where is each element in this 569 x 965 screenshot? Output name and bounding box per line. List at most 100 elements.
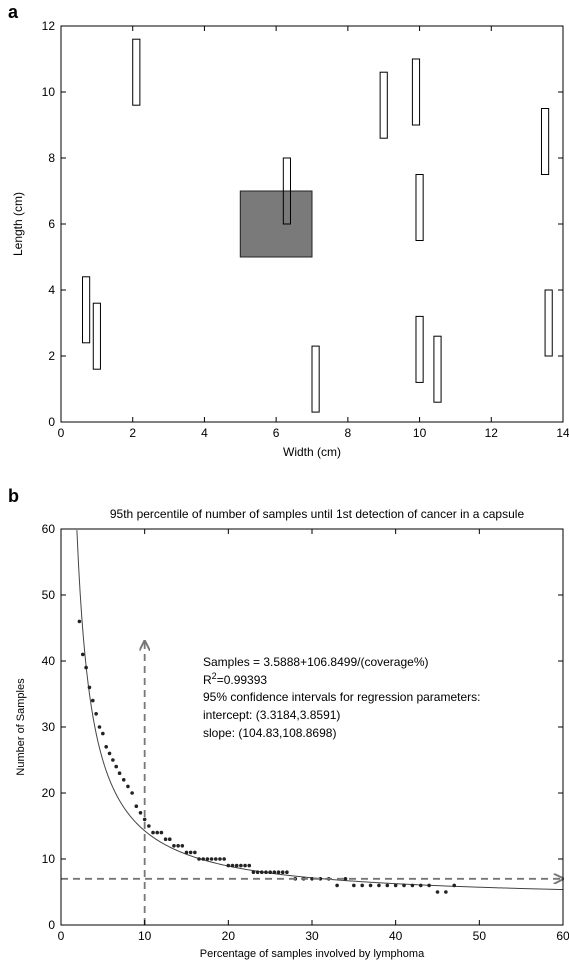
panel-a-y-tick-label: 2 [48,349,55,363]
data-point [193,850,197,855]
panel-b-y-axis-label: Number of Samples [15,678,27,776]
data-point [452,883,457,888]
panel-b-y-tick-label: 40 [42,654,56,668]
data-point [87,685,92,690]
panel-a-x-tick-label: 10 [413,426,427,440]
data-point [77,619,82,624]
data-point [167,837,172,841]
panel-a-x-tick-label: 4 [201,426,208,440]
tissue-capsule [415,315,424,383]
data-point [180,844,185,848]
panel-a-x-tick-label: 6 [273,426,280,440]
data-point [251,870,256,874]
data-point [268,870,272,874]
data-point [117,771,122,775]
panel-a-x-tick-label: 0 [58,426,65,440]
data-point [197,857,201,861]
data-point [107,751,112,756]
data-point [130,791,134,795]
data-point [90,698,95,703]
tissue-capsule [92,302,101,370]
data-point [385,883,390,888]
data-point [427,883,431,888]
data-point [352,883,356,888]
data-point [159,830,164,835]
data-point [272,870,277,874]
data-point [97,725,102,729]
tissue-capsule [132,38,141,106]
data-point [410,883,415,888]
data-point [213,857,218,861]
panel-b-y-tick-label: 0 [48,918,55,932]
data-point [176,844,180,848]
panel-b-x-tick-label: 50 [473,929,487,943]
data-point [121,778,126,782]
panel-a-y-axis-label: Length (cm) [11,192,25,256]
panel-a-y-tick-label: 0 [48,415,55,429]
data-point [104,745,108,749]
panel-b-title: 95th percentile of number of samples unt… [110,507,525,521]
panel-b-x-tick-label: 40 [389,929,403,943]
data-point [134,804,139,808]
tissue-capsule [282,157,291,225]
data-point [343,877,348,881]
data-point [285,870,289,874]
panel-a-y-tick-label: 12 [42,19,56,33]
panel-b-y-tick-label: 60 [42,522,56,536]
data-point [360,883,365,888]
tissue-capsule [411,58,421,126]
data-point [155,830,160,835]
panel-a-ticks: 0 2 4 6 8 10 12 14 0 2 4 6 8 10 12 [42,19,569,440]
data-point [201,857,206,861]
panel-b-x-axis-label: Percentage of samples involved by lympho… [200,948,425,960]
data-point [393,883,398,888]
data-point [101,731,105,736]
panel-b-y-tick-label: 30 [42,720,56,734]
data-point [402,883,406,888]
panel-b-x-tick-label: 10 [138,929,152,943]
panel-b-plot [61,530,563,925]
panel-a-y-tick-label: 10 [42,85,56,99]
data-point [114,764,119,769]
panel-b-y-tick-label: 50 [42,588,56,602]
data-point [94,712,98,716]
panel-a-y-tick-label: 4 [48,283,55,297]
panel-b-ticks: 0 10 20 30 40 50 60 0 10 20 30 40 50 60 [42,522,569,943]
data-point [276,870,281,874]
data-point [230,863,235,868]
data-point [163,837,168,841]
tissue-capsule [379,71,388,139]
data-point [126,784,130,789]
panel-a-y-tick-label: 8 [48,151,55,165]
data-point [80,652,85,657]
regression-annotation: Samples = 3.5888+106.8499/(coverage%) R2… [203,655,480,740]
tissue-capsule [415,174,424,241]
panel-b-x-tick-label: 60 [556,929,569,943]
panel-a-x-tick-label: 14 [556,426,569,440]
panel-a-x-tick-label: 12 [485,426,499,440]
panel-a-y-tick-label: 6 [48,217,55,231]
data-point [172,844,176,848]
data-point [247,863,252,868]
data-point [111,758,115,762]
data-point [188,850,193,855]
data-point [260,870,264,874]
data-point [264,870,268,874]
panel-b-letter: b [8,486,19,506]
tissue-capsule [82,276,91,344]
data-point [147,824,151,828]
data-point [151,830,155,835]
data-point [209,857,214,861]
tissue-capsule [311,345,320,413]
annotation-equation: Samples = 3.5888+106.8499/(coverage%) [203,655,429,669]
data-point [138,811,143,815]
panel-a-letter: a [8,2,19,22]
annotation-intercept-ci: intercept: (3.3184,3.8591) [203,708,340,722]
data-point [226,863,231,868]
data-point [310,877,314,881]
tissue-capsule [433,335,442,403]
data-point [255,870,260,874]
data-point [218,857,222,861]
tissue-capsule [544,289,553,357]
